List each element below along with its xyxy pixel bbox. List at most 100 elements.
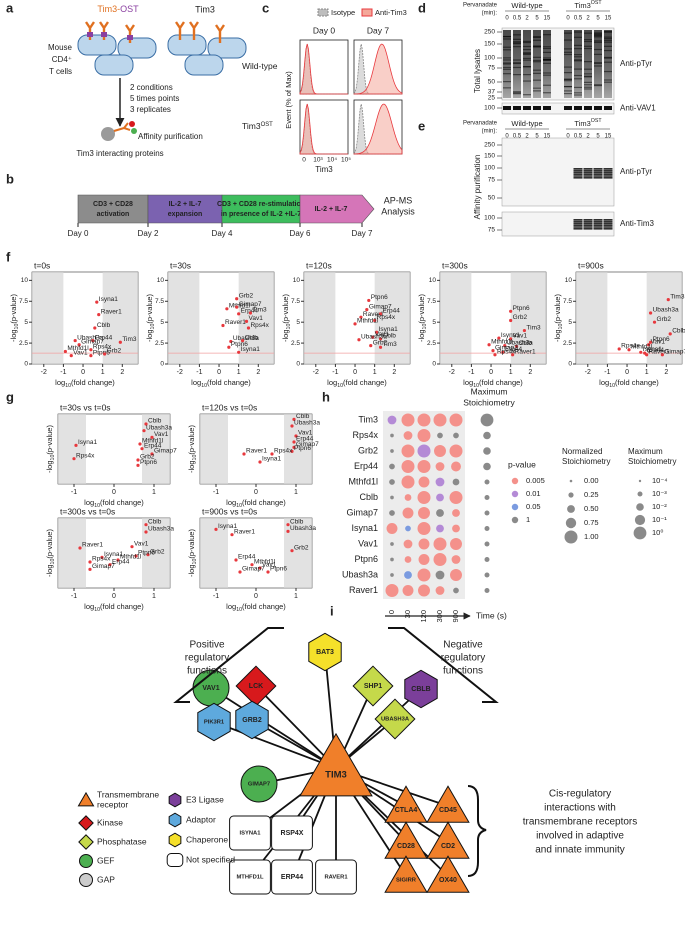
plot-title: t=120s vs t=0s bbox=[202, 402, 257, 412]
node-label: PIK3R1 bbox=[204, 720, 225, 726]
node-label: SHP1 bbox=[364, 683, 382, 690]
x-tick-label: 2 bbox=[120, 369, 124, 376]
lane-band bbox=[573, 175, 583, 177]
legend-label: 0.75 bbox=[584, 518, 599, 527]
lane-band bbox=[573, 168, 583, 170]
point-label: Ubash3a bbox=[233, 335, 259, 342]
legend-dot bbox=[633, 526, 647, 540]
label-part: -log bbox=[145, 329, 154, 342]
lane-band bbox=[543, 57, 551, 59]
lane-band bbox=[564, 78, 572, 81]
legend-label: Transmembrane bbox=[97, 789, 159, 799]
label: Stoichiometry bbox=[562, 457, 610, 466]
legend-label: 0.00 bbox=[584, 476, 599, 485]
data-point bbox=[72, 457, 76, 461]
label: Ptpn6 bbox=[354, 554, 378, 564]
y-tick-label: 5 bbox=[296, 319, 300, 326]
axis-label: -log10(p-value) bbox=[45, 529, 56, 577]
lane-smear bbox=[543, 30, 551, 98]
point-label: Cblb bbox=[245, 334, 259, 341]
lane-band bbox=[523, 53, 531, 55]
x-tick-label: 0 bbox=[625, 369, 629, 376]
label: (min): bbox=[482, 129, 498, 135]
stoichiometry-dot bbox=[436, 524, 444, 533]
label: 75 bbox=[488, 65, 496, 72]
label: Pervanadate bbox=[463, 121, 498, 127]
network-node bbox=[426, 821, 470, 859]
label: 0 bbox=[302, 157, 306, 164]
point-label: Gimap7 bbox=[296, 441, 319, 448]
lane-band bbox=[584, 81, 592, 83]
lane-band bbox=[594, 84, 602, 87]
x-tick-label: 2 bbox=[528, 369, 532, 376]
label-part: (p-value) bbox=[281, 294, 290, 324]
lane-band bbox=[593, 168, 603, 170]
lane-band bbox=[603, 173, 613, 175]
lane-band bbox=[533, 46, 541, 48]
y-tick-label: 2.5 bbox=[563, 340, 572, 347]
data-point bbox=[258, 566, 262, 570]
label: Anti-Tim3 bbox=[620, 219, 654, 228]
fold-shade bbox=[142, 414, 170, 484]
point-label: Grb2 bbox=[150, 548, 165, 555]
legend-dot bbox=[569, 479, 573, 483]
x-tick-label: 1 bbox=[152, 489, 156, 496]
lane-smear bbox=[533, 30, 541, 98]
label: in presence of IL-2 +IL-7 bbox=[221, 211, 301, 218]
lane-band bbox=[574, 86, 582, 89]
data-point bbox=[652, 320, 657, 324]
point-label: Raver1 bbox=[82, 542, 103, 549]
label: Rps4x bbox=[352, 430, 378, 440]
lane-band bbox=[533, 59, 541, 62]
lane-band bbox=[533, 36, 541, 38]
lane-band bbox=[564, 53, 572, 56]
node-label: GRB2 bbox=[242, 717, 262, 724]
lane-band bbox=[513, 41, 521, 43]
data-point bbox=[286, 529, 290, 533]
point-label: Erp44 bbox=[296, 436, 314, 443]
label-part: (fold change) bbox=[242, 602, 286, 611]
ost-tag bbox=[127, 35, 133, 40]
label-part: -log bbox=[553, 329, 562, 342]
lane-band bbox=[584, 88, 592, 90]
lane-band bbox=[543, 46, 551, 48]
data-point bbox=[130, 545, 134, 549]
label: IL-2 + IL-7 bbox=[169, 201, 202, 208]
label: IL-2 + IL-7 bbox=[315, 206, 348, 213]
stoichiometry-dot bbox=[417, 491, 431, 504]
point-label: Ptpn6 bbox=[294, 445, 311, 452]
panel-letter: g bbox=[6, 389, 14, 404]
x-tick-label: -1 bbox=[213, 489, 219, 496]
label: Isyna1 bbox=[351, 523, 378, 533]
point-label: Vav1 bbox=[134, 540, 149, 547]
legend-label: 10⁻⁴ bbox=[652, 476, 668, 485]
label: (min): bbox=[482, 11, 498, 17]
point-label: Vav1 bbox=[513, 333, 528, 340]
fold-shade bbox=[200, 414, 228, 484]
lane-band bbox=[574, 106, 582, 110]
point-label: Mthfd1l bbox=[491, 338, 513, 345]
max-stoichiometry-dot bbox=[484, 572, 490, 578]
point-label: Mthfd1l bbox=[142, 438, 164, 445]
point-label: Erp44 bbox=[505, 346, 523, 353]
center-node bbox=[299, 732, 373, 797]
label-base: Tim3- bbox=[97, 4, 120, 14]
stoichiometry-dot bbox=[417, 444, 431, 458]
receptor bbox=[189, 21, 199, 40]
lane-band bbox=[543, 92, 551, 94]
point-label: Gimap7 bbox=[369, 303, 392, 310]
label: Erp44 bbox=[354, 461, 378, 471]
label-part: log bbox=[226, 602, 236, 611]
lane-band bbox=[584, 32, 592, 34]
label: CD3 + CD28 bbox=[93, 201, 133, 208]
data-point bbox=[225, 307, 229, 311]
lane-band bbox=[513, 92, 521, 94]
label-sub: 10 bbox=[609, 383, 615, 389]
lane-band bbox=[513, 34, 521, 36]
lane-band bbox=[594, 33, 602, 35]
plot-title: t=300s vs t=0s bbox=[60, 506, 115, 516]
network-node bbox=[404, 669, 438, 709]
label: 0 bbox=[387, 610, 396, 614]
label-sub: 10 bbox=[94, 503, 100, 509]
